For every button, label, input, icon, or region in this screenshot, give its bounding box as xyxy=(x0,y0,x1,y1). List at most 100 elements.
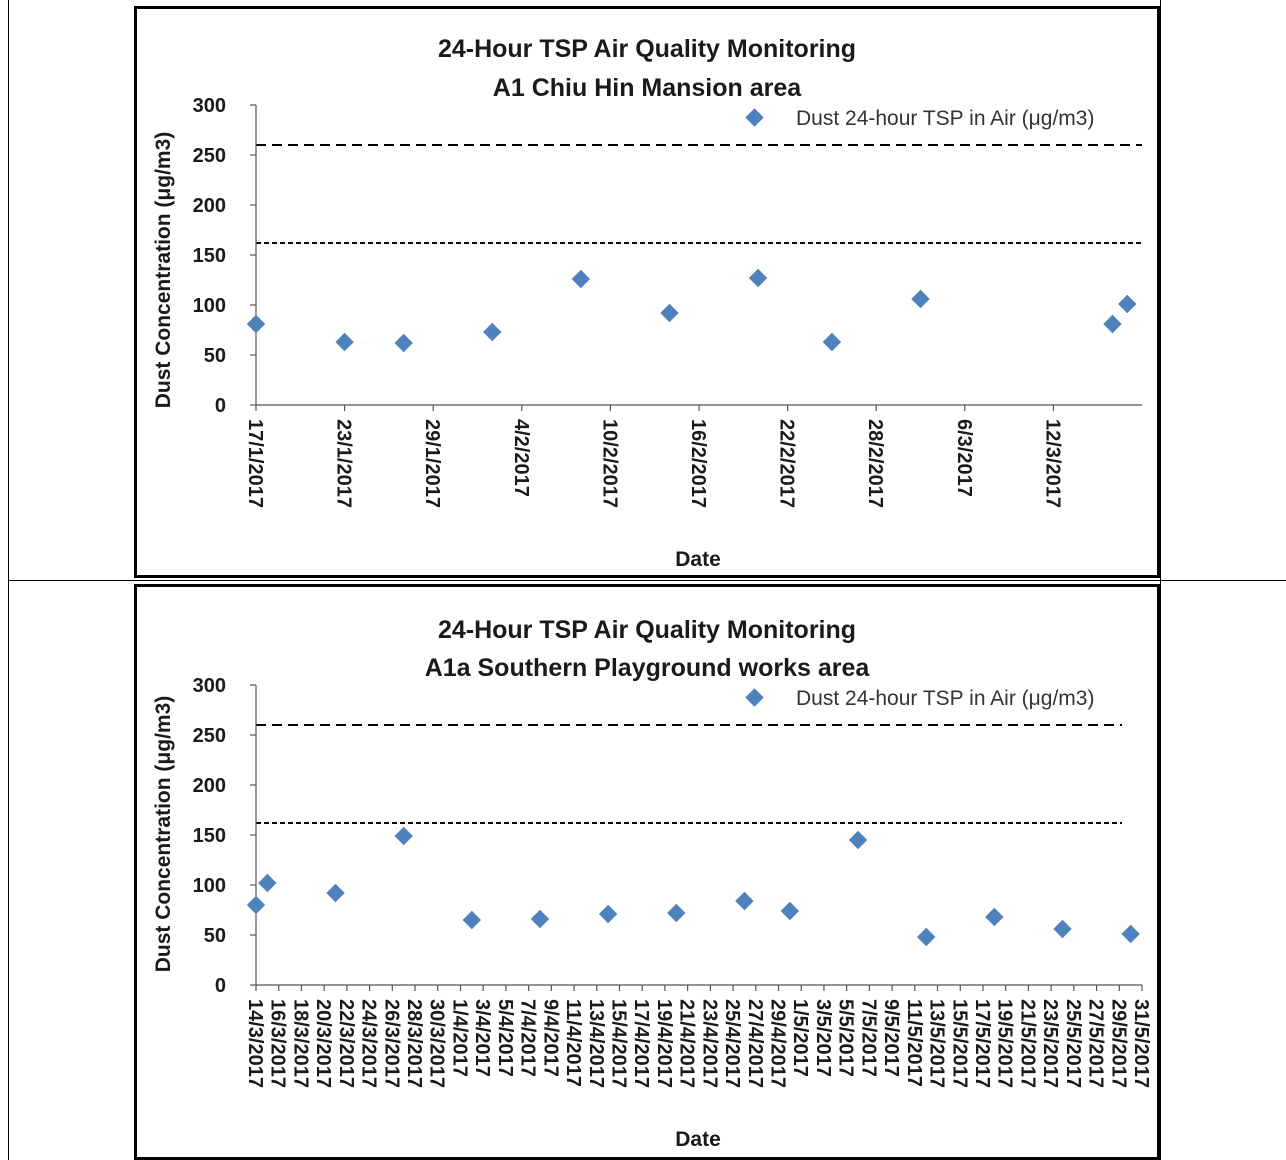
y-tick-label: 150 xyxy=(193,825,226,847)
x-tick-label: 7/4/2017 xyxy=(517,999,539,1077)
y-axis-title: Dust Concentration (μg/m3) xyxy=(152,132,175,409)
x-tick-label: 6/3/2017 xyxy=(953,419,975,497)
table-row-divider xyxy=(8,580,1286,581)
y-tick-label: 250 xyxy=(193,725,226,747)
y-tick-label: 100 xyxy=(193,295,226,317)
x-tick-label: 11/4/2017 xyxy=(562,999,584,1087)
plot-area: 0 50 100 150 200 250 300 14/3/2017 16/3/2017 18/3… xyxy=(193,675,1152,1088)
data-point xyxy=(598,904,618,924)
y-tick-label: 150 xyxy=(193,245,226,267)
x-tick-label: 25/4/2017 xyxy=(721,999,743,1088)
data-point xyxy=(660,303,679,323)
data-point xyxy=(1121,924,1140,944)
x-axis-title: Date xyxy=(675,1128,721,1151)
x-tick-label: 22/3/2017 xyxy=(335,999,357,1088)
data-point xyxy=(326,883,345,903)
data-point xyxy=(530,909,550,929)
data-point xyxy=(335,332,354,352)
chart-frame-a1 xyxy=(134,6,1160,578)
x-tick-label: 14/3/2017 xyxy=(244,999,266,1088)
data-point xyxy=(462,910,482,930)
data-point xyxy=(667,903,686,923)
y-tick-label: 0 xyxy=(215,975,226,997)
x-tick-label: 9/5/2017 xyxy=(880,999,902,1077)
x-tick-label: 5/5/2017 xyxy=(835,999,857,1077)
x-axis-title: Date xyxy=(675,548,721,571)
data-point xyxy=(748,268,768,288)
data-point xyxy=(1118,294,1137,314)
x-tick-label: 31/5/2017 xyxy=(1130,999,1152,1088)
x-tick-label: 3/4/2017 xyxy=(471,999,493,1077)
x-tick-label: 25/5/2017 xyxy=(1062,999,1084,1088)
x-tick-label: 15/4/2017 xyxy=(607,999,629,1088)
chart-frame-a1a xyxy=(134,584,1160,1160)
y-tick-label: 100 xyxy=(193,875,226,897)
x-tick-label: 13/4/2017 xyxy=(585,999,607,1088)
plot-area: 0 50 100 150 200 250 300 17/1/2017 23/1/2017 29/1… xyxy=(193,95,1142,508)
x-tick-label: 18/3/2017 xyxy=(289,999,311,1088)
data-point xyxy=(985,907,1004,927)
data-point xyxy=(246,314,266,334)
legend-marker xyxy=(745,688,764,707)
x-tick-label: 16/3/2017 xyxy=(267,999,289,1088)
data-point xyxy=(822,332,842,352)
x-tick-label: 17/4/2017 xyxy=(630,999,652,1088)
x-tick-label: 19/4/2017 xyxy=(653,999,675,1088)
y-tick-label: 200 xyxy=(193,775,226,797)
data-point xyxy=(571,269,591,289)
data-point xyxy=(1053,919,1072,939)
x-tick-label: 23/5/2017 xyxy=(1039,999,1061,1088)
data-point xyxy=(911,289,930,309)
x-tick-label: 20/3/2017 xyxy=(312,999,334,1088)
y-tick-label: 300 xyxy=(193,675,226,697)
data-point xyxy=(848,830,868,850)
x-tick-label: 30/3/2017 xyxy=(426,999,448,1088)
y-tick-label: 200 xyxy=(193,195,226,217)
x-tick-label: 24/3/2017 xyxy=(358,999,380,1088)
x-tick-label: 22/2/2017 xyxy=(776,419,798,508)
x-tick-label: 1/5/2017 xyxy=(789,999,811,1077)
x-tick-label: 21/4/2017 xyxy=(676,999,698,1088)
x-tick-label: 16/2/2017 xyxy=(687,419,709,508)
chart-title-line-1: 24-Hour TSP Air Quality Monitoring xyxy=(438,616,856,644)
x-tick-label: 13/5/2017 xyxy=(926,999,948,1088)
x-tick-label: 21/5/2017 xyxy=(1016,999,1038,1088)
x-tick-label: 15/5/2017 xyxy=(948,999,970,1088)
x-tick-label: 28/3/2017 xyxy=(403,999,425,1088)
x-tick-label: 23/4/2017 xyxy=(698,999,720,1088)
data-point xyxy=(394,333,413,353)
x-tick-label: 27/4/2017 xyxy=(744,999,766,1088)
data-point xyxy=(246,895,266,915)
legend-marker xyxy=(745,108,764,127)
x-tick-label: 28/2/2017 xyxy=(864,419,886,508)
y-tick-label: 0 xyxy=(215,395,226,417)
chart-title-line-1: 24-Hour TSP Air Quality Monitoring xyxy=(438,35,856,63)
x-tick-label: 4/2/2017 xyxy=(510,419,532,497)
y-tick-label: 50 xyxy=(204,345,226,367)
x-tick-label: 17/5/2017 xyxy=(971,999,993,1088)
data-point xyxy=(394,826,413,846)
y-tick-label: 250 xyxy=(193,145,226,167)
data-point xyxy=(780,901,800,921)
x-tick-label: 17/1/2017 xyxy=(244,419,266,508)
data-point xyxy=(258,873,277,893)
y-axis-title: Dust Concentration (μg/m3) xyxy=(152,696,175,973)
legend-label: Dust 24-hour TSP in Air (μg/m3) xyxy=(796,687,1094,710)
x-tick-label: 29/1/2017 xyxy=(421,419,443,508)
legend-label: Dust 24-hour TSP in Air (μg/m3) xyxy=(796,107,1094,130)
x-tick-label: 12/3/2017 xyxy=(1041,419,1063,508)
x-tick-label: 7/5/2017 xyxy=(857,999,879,1077)
x-tick-label: 1/4/2017 xyxy=(448,999,470,1077)
y-tick-label: 300 xyxy=(193,95,226,117)
data-point xyxy=(735,891,754,911)
x-tick-label: 29/4/2017 xyxy=(767,999,789,1088)
x-tick-label: 5/4/2017 xyxy=(494,999,516,1077)
x-tick-label: 27/5/2017 xyxy=(1085,999,1107,1088)
data-point xyxy=(483,322,502,342)
x-tick-label: 23/1/2017 xyxy=(333,419,355,508)
table-column-divider xyxy=(1160,0,1161,1160)
x-tick-label: 11/5/2017 xyxy=(903,999,925,1087)
x-tick-label: 3/5/2017 xyxy=(812,999,834,1077)
chart-title-line-2: A1a Southern Playground works area xyxy=(425,654,871,682)
